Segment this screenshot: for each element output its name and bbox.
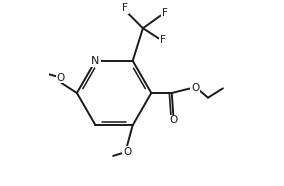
Text: O: O <box>57 73 65 83</box>
Text: F: F <box>122 3 128 13</box>
Text: O: O <box>191 83 199 93</box>
Text: F: F <box>162 8 168 18</box>
Text: O: O <box>123 147 131 157</box>
Text: O: O <box>169 115 178 125</box>
Text: F: F <box>160 35 166 45</box>
Text: N: N <box>91 56 100 66</box>
